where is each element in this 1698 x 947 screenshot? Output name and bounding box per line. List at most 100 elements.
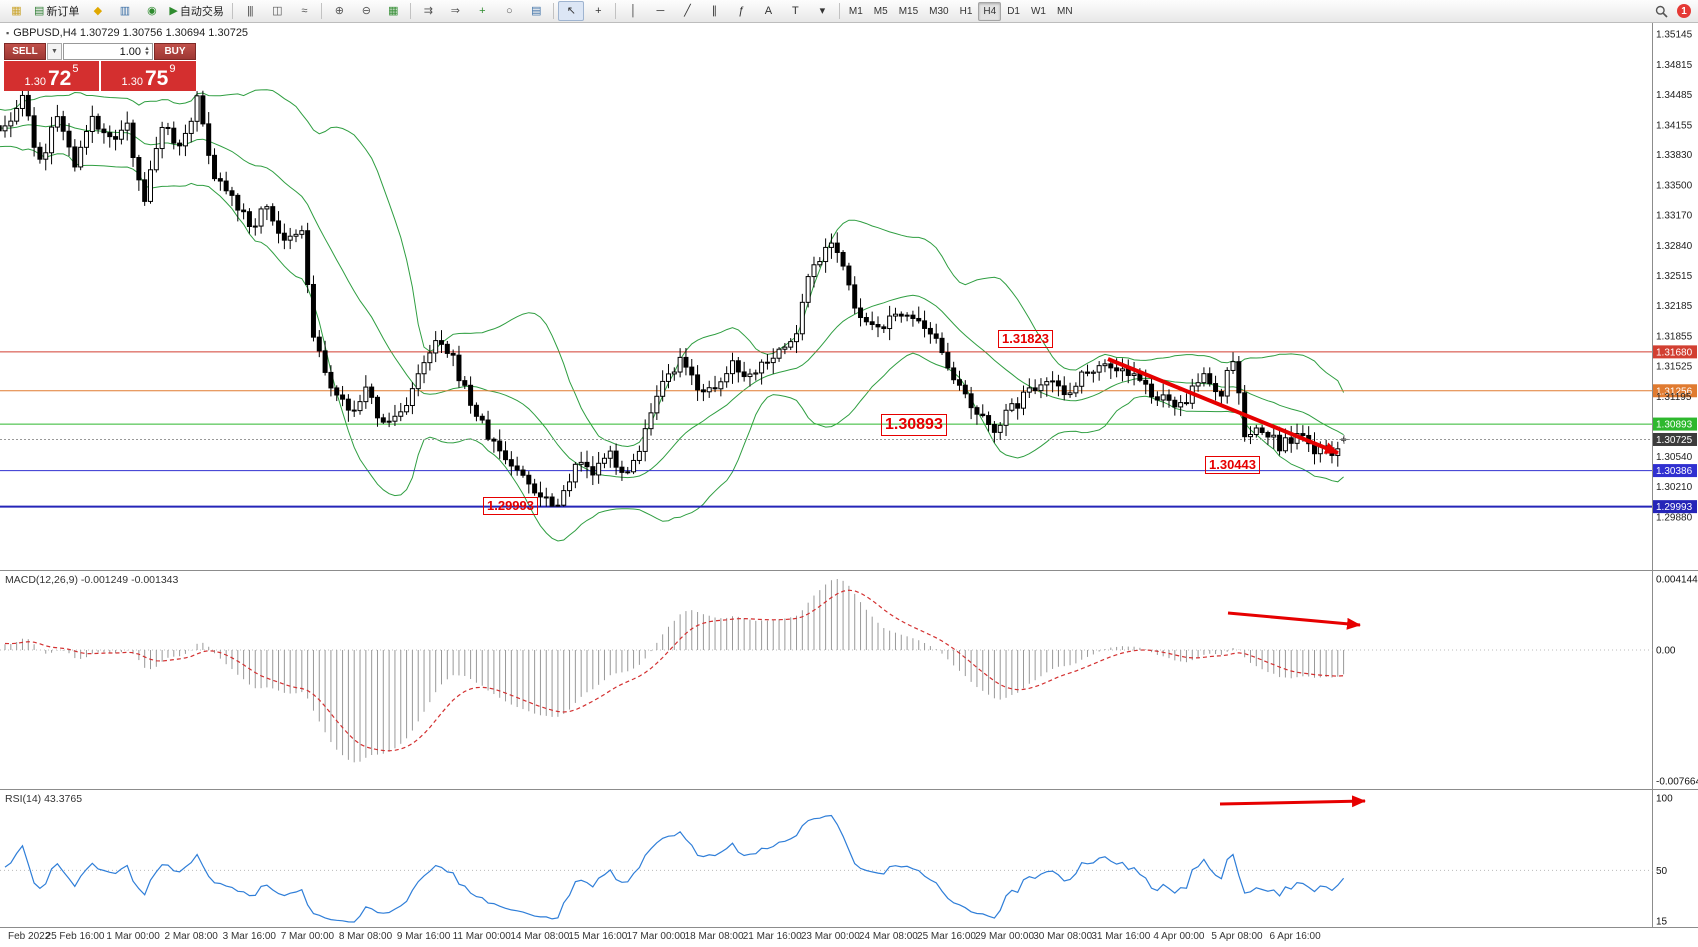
volume-down-icon[interactable]: ▼	[144, 50, 150, 57]
app-button[interactable]: ▦	[3, 1, 29, 21]
new-order-icon: ▤	[34, 4, 44, 17]
arrows-button[interactable]: ▾	[809, 1, 835, 21]
price-annotation-1.31823[interactable]: 1.31823	[998, 330, 1053, 349]
svg-text:1.30386: 1.30386	[1656, 466, 1693, 477]
price-trend-arrow[interactable]	[1107, 357, 1339, 455]
trade-panel-controls: SELL ▼ 1.00 ▲ ▼ BUY	[4, 43, 196, 60]
horizontal-line-icon: ─	[656, 4, 664, 17]
symbols-button[interactable]: ◆	[84, 1, 110, 21]
svg-text:1.30540: 1.30540	[1656, 452, 1693, 463]
svg-text:1.31680: 1.31680	[1656, 347, 1693, 358]
fibonacci-button[interactable]: ƒ	[728, 1, 754, 21]
svg-text:1.30893: 1.30893	[1656, 420, 1693, 431]
time-axis-label: 30 Mar 08:00	[1033, 931, 1092, 942]
toolbar: ▦ ▤ 新订单 ◆ ▥ ◉ ▶ 自动交易 ||| ◫ ≈ ⊕ ⊖ ▦ ⇉ ⇒ + ○ ▤ ↖ + │ ─ ╱ ∥ ƒ A T ▾ M1 M5…	[0, 0, 1698, 23]
svg-text:1.32515: 1.32515	[1656, 271, 1693, 282]
price-annotation-1.29993[interactable]: 1.29993	[483, 497, 538, 516]
timeframe-h4-button[interactable]: H4	[978, 1, 1002, 21]
buy-price-box[interactable]: 1.30 75 9	[101, 61, 196, 91]
trendline-icon: ╱	[684, 4, 691, 17]
svg-text:15: 15	[1656, 917, 1668, 928]
profiles-button[interactable]: ○	[496, 1, 522, 21]
text-button[interactable]: A	[755, 1, 781, 21]
hline-price-tag	[1653, 345, 1697, 359]
timeframe-m30-button[interactable]: M30	[929, 5, 949, 17]
notification-badge[interactable]: 1	[1677, 4, 1691, 18]
channel-icon: ∥	[711, 4, 717, 17]
toolbar-separator	[320, 3, 322, 19]
refresh-button[interactable]: ◉	[138, 1, 164, 21]
price-annotation-1.30443[interactable]: 1.30443	[1205, 456, 1260, 475]
macd-arrow[interactable]	[1227, 611, 1361, 630]
new-chart-button[interactable]: +	[469, 1, 495, 21]
new-order-button[interactable]: ▤ 新订单	[30, 1, 83, 21]
timeframe-mn-button[interactable]: MN	[1056, 5, 1073, 17]
trendline-button[interactable]: ╱	[674, 1, 700, 21]
chart-shift-button[interactable]: ⇒	[442, 1, 468, 21]
hline-price-tag	[1653, 417, 1697, 431]
sell-button[interactable]: SELL	[4, 43, 46, 60]
volume-spinner[interactable]: ▲ ▼	[144, 45, 150, 57]
tile-windows-button[interactable]: ▦	[380, 1, 406, 21]
market-watch-icon: ▥	[119, 4, 130, 17]
bollinger-middle-band	[0, 124, 1344, 479]
rsi-arrow[interactable]	[1219, 795, 1366, 808]
order-type-dropdown[interactable]: ▼	[47, 43, 62, 60]
sell-price-pip: 5	[72, 63, 79, 75]
zoom-in-button[interactable]: ⊕	[326, 1, 352, 21]
volume-input[interactable]: 1.00 ▲ ▼	[63, 43, 153, 60]
vertical-line-icon: │	[629, 4, 637, 17]
chart-mini-icon: ▪	[6, 28, 10, 38]
svg-text:1.31195: 1.31195	[1656, 392, 1692, 403]
horizontal-line-button[interactable]: ─	[647, 1, 673, 21]
symbols-icon: ◆	[93, 4, 103, 17]
time-axis-label: 24 Mar 08:00	[859, 931, 918, 942]
svg-text:1.34815: 1.34815	[1656, 60, 1693, 71]
current-price-tag	[1653, 432, 1697, 446]
svg-text:1.32840: 1.32840	[1656, 241, 1693, 252]
timeframe-m15-button[interactable]: M15	[898, 5, 919, 17]
market-watch-button[interactable]: ▥	[111, 1, 137, 21]
line-chart-icon: ≈	[301, 4, 307, 17]
svg-text:-0.007664: -0.007664	[1656, 777, 1698, 788]
svg-text:1.30210: 1.30210	[1656, 482, 1693, 493]
buy-button[interactable]: BUY	[154, 43, 196, 60]
new-chart-icon: +	[479, 4, 486, 17]
price-annotation-1.30893[interactable]: 1.30893	[881, 414, 947, 436]
toolbar-separator	[614, 3, 616, 19]
sell-price-main: 72	[47, 67, 72, 90]
time-axis-label: Feb 2022	[8, 931, 51, 942]
time-axis-label: 7 Mar 00:00	[281, 931, 335, 942]
macd-pane-label: MACD(12,26,9) -0.001249 -0.001343	[5, 574, 179, 586]
volume-up-icon[interactable]: ▲	[144, 45, 150, 52]
autotrading-button[interactable]: ▶ 自动交易	[165, 1, 227, 21]
crosshair-button[interactable]: +	[585, 1, 611, 21]
data-window-button[interactable]: ▤	[523, 1, 549, 21]
bar-chart-button[interactable]: |||	[237, 1, 263, 21]
candlestick-chart-icon: ◫	[272, 4, 282, 17]
zoom-out-icon: ⊖	[361, 4, 371, 17]
time-axis-label: 25 Feb 16:00	[46, 931, 105, 942]
hline-price-tag	[1653, 464, 1697, 478]
sell-price-box[interactable]: 1.30 72 5	[4, 61, 99, 91]
svg-text:0.00: 0.00	[1656, 646, 1676, 657]
search-icon[interactable]	[1648, 1, 1674, 21]
auto-scroll-icon: ⇉	[423, 4, 433, 17]
time-axis-label: 11 Mar 00:00	[453, 931, 512, 942]
timeframe-m5-button[interactable]: M5	[873, 5, 888, 17]
zoom-out-button[interactable]: ⊖	[353, 1, 379, 21]
candles-layer	[0, 89, 1347, 507]
auto-scroll-button[interactable]: ⇉	[415, 1, 441, 21]
timeframe-d1-button[interactable]: D1	[1007, 5, 1020, 17]
line-chart-button[interactable]: ≈	[291, 1, 317, 21]
timeframe-w1-button[interactable]: W1	[1030, 5, 1046, 17]
timeframe-h1-button[interactable]: H1	[959, 5, 973, 17]
svg-text:50: 50	[1656, 866, 1668, 877]
cursor-button[interactable]: ↖	[557, 1, 584, 21]
vertical-line-button[interactable]: │	[620, 1, 646, 21]
timeframe-m1-button[interactable]: M1	[848, 5, 863, 17]
label-button[interactable]: T	[782, 1, 808, 21]
channel-button[interactable]: ∥	[701, 1, 727, 21]
candlestick-chart-button[interactable]: ◫	[264, 1, 290, 21]
